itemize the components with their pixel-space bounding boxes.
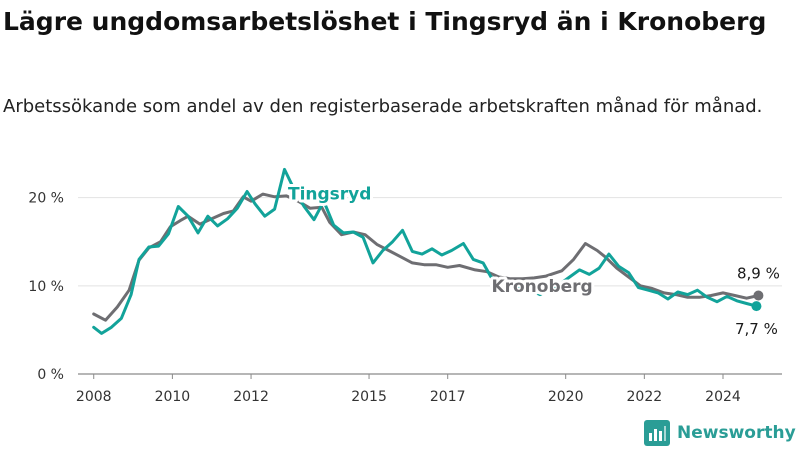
x-tick-label: 2008 bbox=[76, 389, 112, 405]
x-tick-label: 2024 bbox=[705, 389, 741, 405]
axes: 0 % 10 % 20 % 2008 2010 2012 2015 2017 2020 2022 2… bbox=[28, 191, 740, 405]
x-tick-label: 2015 bbox=[351, 389, 387, 405]
x-tick-label: 2010 bbox=[155, 389, 191, 405]
series-end-marker-tingsryd bbox=[751, 301, 762, 312]
end-value-label-kronoberg: 8,9 % bbox=[737, 265, 780, 283]
series-line-tingsryd bbox=[92, 167, 758, 335]
x-tick-label: 2012 bbox=[233, 389, 269, 405]
newsworthy-logo-icon bbox=[644, 420, 670, 446]
y-tick-label: 20 % bbox=[28, 191, 64, 207]
gridlines bbox=[78, 197, 782, 375]
series-lines bbox=[92, 167, 764, 335]
series-label-tingsryd: Tingsryd bbox=[288, 184, 371, 204]
x-tick-label: 2022 bbox=[627, 389, 663, 405]
y-tick-label: 10 % bbox=[28, 279, 64, 295]
series-labels: Tingsryd Kronoberg 8,9 % 7,7 % bbox=[285, 181, 783, 341]
y-tick-label: 0 % bbox=[37, 367, 64, 383]
x-tick-label: 2017 bbox=[430, 389, 466, 405]
x-tick-label: 2020 bbox=[548, 389, 584, 405]
series-label-kronoberg: Kronoberg bbox=[491, 277, 592, 297]
brand: Newsworthy bbox=[644, 418, 796, 448]
brand-name: Newsworthy bbox=[677, 423, 796, 443]
end-value-label-tingsryd: 7,7 % bbox=[735, 320, 778, 338]
series-line-kronoberg bbox=[92, 192, 760, 322]
chart-title: Lägre ungdomsarbetslöshet i Tingsryd än … bbox=[3, 7, 767, 36]
series-end-marker-kronoberg bbox=[753, 290, 764, 301]
chart-subtitle: Arbetssökande som andel av den registerb… bbox=[3, 96, 763, 117]
